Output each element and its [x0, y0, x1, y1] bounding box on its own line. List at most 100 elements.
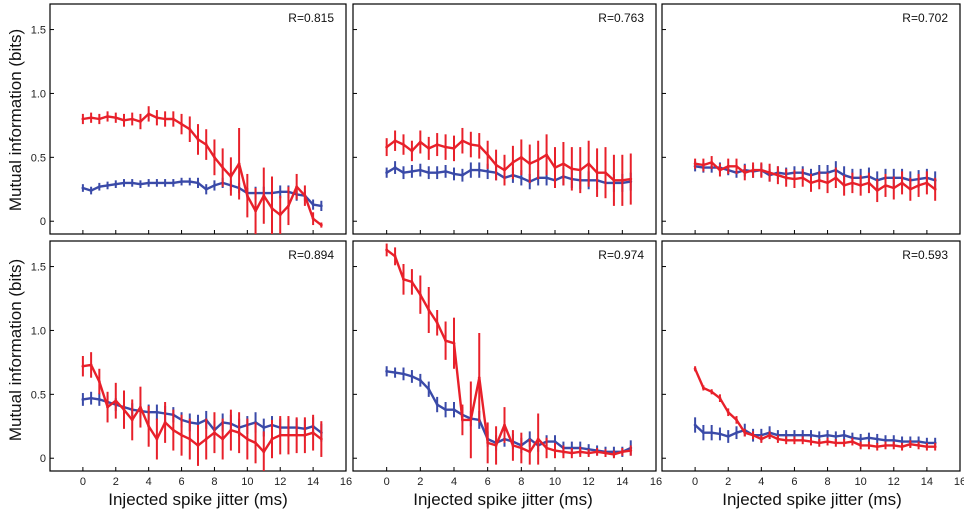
x-axis-title-col2: Injected spike jitter (ms): [413, 490, 593, 509]
data-point: [106, 115, 109, 118]
data-point: [834, 176, 838, 180]
data-point: [545, 176, 548, 180]
data-point: [270, 207, 274, 210]
data-point: [612, 178, 616, 182]
data-point: [171, 181, 175, 185]
data-point: [884, 438, 887, 442]
data-point: [402, 277, 405, 281]
series-line: [694, 424, 936, 445]
x-axis-title-col1: Injected spike jitter (ms): [108, 490, 288, 509]
data-point: [81, 364, 85, 368]
panel-4: 0 2 4 6 8 10 12 14 16 0 0.5 1.0 1.5 R=0.894: [31, 240, 352, 488]
data-point: [237, 162, 241, 166]
data-point: [385, 369, 389, 373]
data-point: [147, 424, 151, 428]
data-point: [270, 437, 274, 441]
x-tick-label: 4: [451, 476, 457, 488]
x-tick-label: 14: [307, 476, 319, 488]
series-red: [81, 352, 323, 471]
data-point: [768, 171, 772, 175]
data-point: [801, 438, 805, 442]
data-point: [809, 440, 813, 444]
series-red: [693, 156, 937, 203]
data-point: [604, 451, 607, 455]
data-point: [278, 433, 282, 437]
data-point: [710, 390, 714, 394]
series-line: [82, 363, 323, 453]
data-point: [163, 421, 167, 424]
data-point: [245, 437, 249, 441]
data-point: [809, 181, 813, 185]
data-point: [319, 437, 323, 441]
data-point: [612, 452, 616, 456]
data-point: [196, 422, 200, 426]
data-point: [933, 187, 937, 191]
data-point: [817, 178, 821, 182]
data-point: [726, 410, 730, 414]
data-point: [196, 181, 200, 185]
data-point: [435, 171, 439, 175]
x-tick-label: 10: [241, 476, 253, 488]
data-point: [163, 117, 167, 121]
data-point: [163, 181, 167, 185]
data-point: [393, 254, 397, 258]
x-tick-label: 0: [692, 476, 698, 488]
data-point: [519, 155, 523, 159]
data-point: [393, 139, 397, 143]
data-point: [528, 162, 532, 166]
y-tick-label: 1.5: [31, 25, 46, 37]
x-tick-label: 2: [725, 476, 731, 488]
data-point: [735, 164, 738, 168]
data-point: [562, 450, 565, 454]
panel-5: 0 2 4 6 8 10 12 14 16 R=0.974: [352, 240, 662, 488]
panel-frame: [49, 240, 347, 472]
data-point: [180, 433, 183, 437]
panel-frame: [352, 240, 657, 472]
data-point: [570, 451, 574, 455]
y-axis-title-top: Mutual information (bits): [6, 29, 25, 211]
y-tick-label: 0.5: [31, 389, 46, 401]
data-point: [900, 181, 904, 185]
x-tick-label: 12: [888, 476, 900, 488]
data-point: [393, 371, 397, 375]
data-point: [875, 445, 879, 449]
data-point: [188, 437, 192, 441]
data-point: [221, 437, 225, 441]
data-point: [461, 418, 464, 422]
data-point: [759, 437, 763, 441]
data-point: [402, 171, 405, 175]
plot-area: [385, 127, 633, 206]
series-line: [82, 180, 322, 208]
data-point: [237, 431, 241, 435]
data-point: [147, 112, 151, 116]
data-point: [221, 166, 225, 169]
series-red: [385, 127, 633, 206]
data-point: [486, 441, 490, 445]
data-point: [427, 171, 431, 175]
data-point: [229, 175, 233, 178]
data-point: [629, 177, 633, 181]
data-point: [553, 449, 557, 452]
data-point: [89, 396, 93, 400]
r-annotation: R=0.593: [902, 248, 948, 262]
data-point: [410, 149, 414, 153]
data-point: [809, 433, 813, 437]
y-tick-label: 0: [40, 216, 46, 228]
data-point: [503, 423, 506, 427]
x-tick-label: 14: [616, 476, 628, 488]
x-tick-label: 16: [954, 476, 964, 488]
data-point: [196, 138, 200, 141]
data-point: [418, 293, 422, 297]
data-point: [710, 431, 714, 435]
data-point: [793, 433, 796, 437]
panel-3: R=0.702: [661, 3, 961, 235]
data-point: [444, 339, 447, 343]
data-point: [842, 433, 846, 437]
r-annotation: R=0.763: [598, 11, 644, 25]
data-point: [875, 437, 879, 441]
data-point: [850, 440, 854, 444]
data-point: [842, 441, 846, 445]
data-point: [435, 403, 439, 406]
data-point: [418, 378, 422, 382]
